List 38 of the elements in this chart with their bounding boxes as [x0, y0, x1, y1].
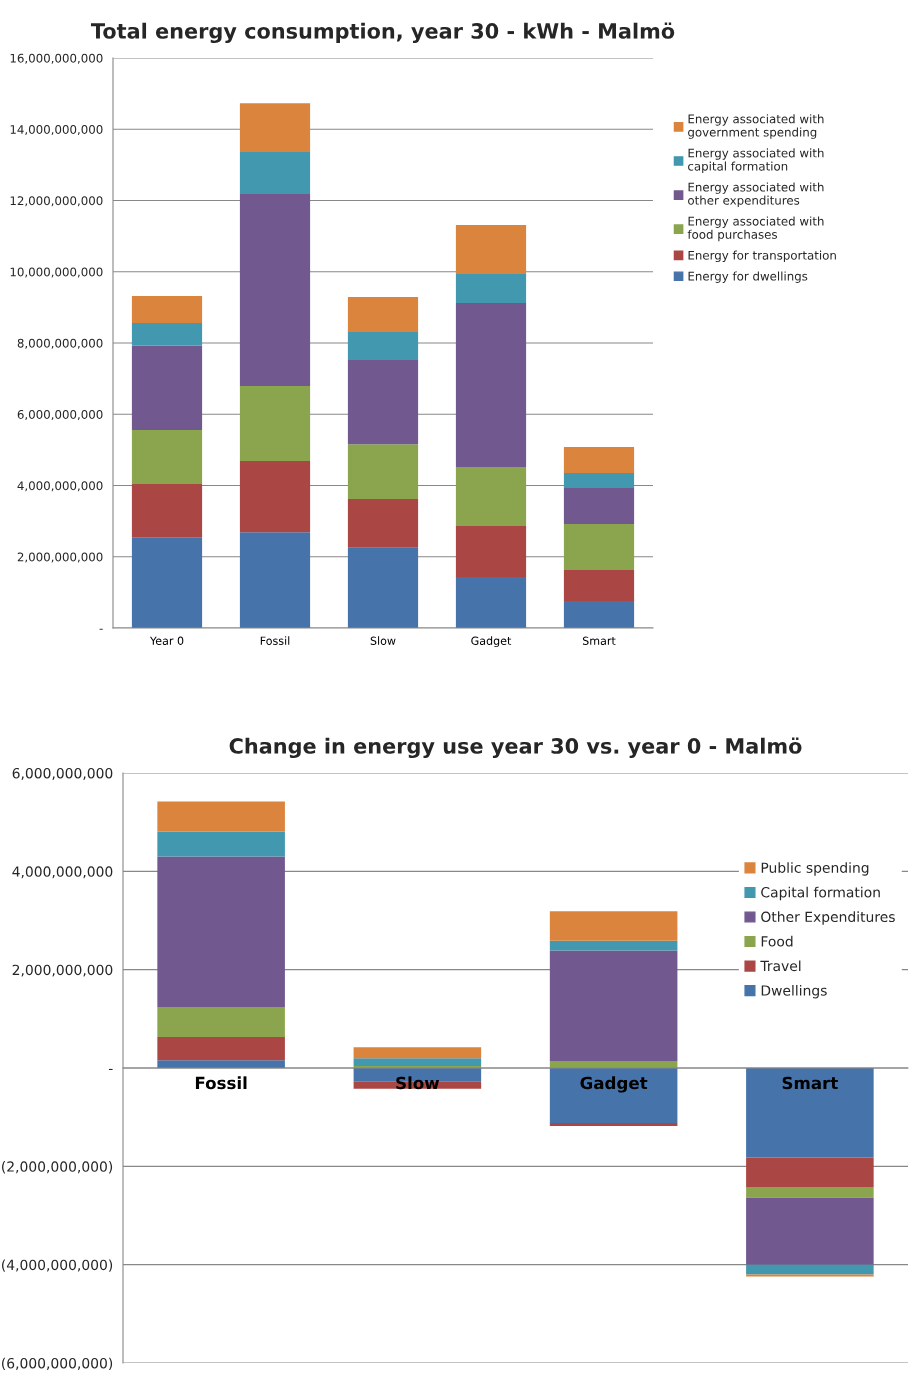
x-tick-label: Year 0 [149, 636, 184, 645]
legend-label: Travel [760, 960, 801, 972]
legend-label: Other Expenditures [761, 911, 895, 925]
y-tick-label: 12,000,000,000 [10, 196, 103, 207]
y-tick-label: 14,000,000,000 [10, 124, 103, 136]
y-tick-label: 6,000,000,000 [12, 767, 113, 780]
legend-label: Energy for transportation [688, 250, 836, 263]
y-tick-label: - [108, 1068, 113, 1071]
chart-title: Total energy consumption, year 30 - kWh - Malmö [90, 22, 675, 44]
y-tick-label: (4,000,000,000) [2, 1259, 113, 1272]
x-tick-label: Fossil [260, 636, 290, 645]
y-tick-label: 16,000,000,000 [10, 53, 103, 64]
chart-title: Change in energy use year 30 vs. year 0 - Malmö [229, 737, 802, 759]
y-tick-label: 4,000,000,000 [17, 481, 103, 492]
legend-label: Energy associated with other expenditures [688, 182, 824, 208]
legend-label: Food [761, 935, 793, 947]
x-tick-label: Slow [370, 636, 396, 645]
legend-label: Dwellings [761, 984, 827, 999]
legend-label: Energy associated with government spending [688, 114, 824, 139]
y-tick-label: 2,000,000,000 [12, 964, 113, 977]
y-tick-label: (2,000,000,000) [2, 1161, 113, 1174]
y-tick-label: 8,000,000,000 [17, 338, 103, 349]
legend-label: Energy associated with capital formation [688, 148, 824, 173]
legend-label: Public spending [761, 862, 869, 876]
y-tick-label: - [99, 628, 103, 630]
y-tick-label: 2,000,000,000 [17, 552, 103, 563]
y-tick-label: 10,000,000,000 [10, 267, 103, 278]
x-tick-label: Fossil [195, 1076, 247, 1090]
x-tick-label: Gadget [471, 636, 512, 648]
y-tick-label: (6,000,000,000) [2, 1357, 113, 1371]
y-tick-label: 4,000,000,000 [12, 866, 113, 879]
x-tick-label: Smart [582, 636, 616, 645]
legend-label: Capital formation [761, 886, 880, 901]
legend-label: Energy associated with food purchases [687, 216, 824, 242]
legend-label: Energy for dwellings [688, 271, 808, 283]
x-tick-label: Gadget [580, 1076, 648, 1093]
x-tick-label: Smart [782, 1076, 838, 1090]
y-tick-label: 6,000,000,000 [17, 409, 103, 421]
